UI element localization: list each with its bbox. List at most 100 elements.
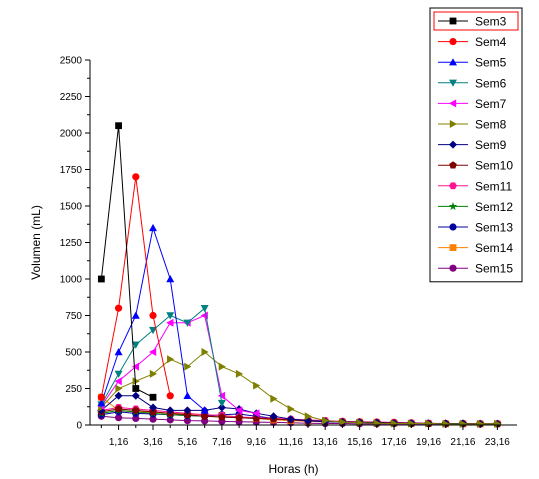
data-point <box>97 393 105 401</box>
data-point <box>218 362 226 371</box>
data-point <box>97 399 106 407</box>
data-point <box>442 419 450 428</box>
series-line <box>100 307 223 405</box>
data-point <box>270 394 278 403</box>
x-tick-label: 1,16 <box>109 437 129 448</box>
x-tick-label: 9,16 <box>247 437 267 448</box>
y-tick-label: 2500 <box>60 56 83 67</box>
series-line <box>100 351 498 425</box>
data-point <box>149 403 158 412</box>
data-point <box>132 385 140 392</box>
legend-label: Sem12 <box>475 200 513 214</box>
legend-marker <box>449 244 457 251</box>
y-tick-label: 750 <box>65 311 82 322</box>
data-point <box>131 341 140 349</box>
legend-marker <box>449 264 457 272</box>
data-point <box>201 348 209 356</box>
data-point <box>200 412 209 420</box>
data-point <box>183 417 192 425</box>
data-point <box>217 391 226 400</box>
legend-label: Sem3 <box>475 15 507 29</box>
legend-label: Sem13 <box>475 221 513 235</box>
legend-label: Sem15 <box>475 262 513 276</box>
legend-label: Sem9 <box>475 138 507 152</box>
y-tick-label: 1000 <box>60 275 83 286</box>
data-point <box>235 406 243 415</box>
legend: Sem3 Sem4 Sem5 Sem6 Sem7 Sem8 Sem9 Sem10 Sem11 Se… <box>429 7 523 283</box>
series-line <box>100 314 257 414</box>
data-point <box>166 275 175 283</box>
data-point <box>114 377 122 386</box>
y-axis-title: Volumen (mL) <box>29 205 43 280</box>
data-point <box>166 416 174 424</box>
x-tick-label: 7,16 <box>212 437 232 448</box>
series-line <box>100 176 171 398</box>
legend-label: Sem11 <box>475 179 512 193</box>
y-tick-label: 2250 <box>60 92 83 103</box>
data-point <box>408 419 416 428</box>
data-point <box>114 404 123 413</box>
x-tick-label: 3,16 <box>143 437 163 448</box>
x-axis-title: Horas (h) <box>268 462 318 476</box>
data-point <box>166 392 174 400</box>
legend-label: Sem14 <box>475 241 513 255</box>
data-point <box>494 419 502 428</box>
data-point <box>235 369 244 378</box>
data-point <box>287 404 295 413</box>
data-point <box>114 370 123 378</box>
data-point <box>114 391 123 400</box>
data-point <box>114 414 123 422</box>
data-point <box>425 419 433 428</box>
legend-item-sem11: Sem11 <box>438 179 512 193</box>
data-point <box>321 416 330 425</box>
data-point <box>183 410 192 419</box>
legend-label: Sem10 <box>475 159 513 173</box>
legend-label: Sem6 <box>475 76 507 90</box>
data-point <box>183 319 192 327</box>
x-tick-label: 5,16 <box>178 437 198 448</box>
data-point <box>149 223 158 232</box>
data-point <box>149 407 157 416</box>
series-sem7 <box>97 311 260 418</box>
legend-item-sem13: Sem13 <box>438 221 513 235</box>
legend-marker <box>449 140 457 149</box>
data-point <box>390 419 399 428</box>
data-point <box>149 369 158 378</box>
series-sem3 <box>97 122 157 401</box>
legend-marker <box>449 161 457 169</box>
data-point <box>131 406 140 414</box>
data-point <box>459 419 467 428</box>
data-point <box>200 305 209 313</box>
x-tick-label: 17,16 <box>382 437 407 448</box>
data-point <box>217 399 226 408</box>
legend-item-sem15: Sem15 <box>438 262 513 276</box>
legend-item-sem5: Sem5 <box>438 56 507 70</box>
x-tick-label: 23,16 <box>485 437 510 448</box>
data-point <box>131 362 139 371</box>
data-point <box>217 403 226 412</box>
legend-item-sem14: Sem14 <box>438 241 513 255</box>
y-tick-label: 500 <box>65 348 82 359</box>
legend-label: Sem8 <box>475 118 507 132</box>
y-tick-label: 2000 <box>60 129 83 140</box>
data-point <box>286 415 295 424</box>
data-point <box>166 312 175 320</box>
data-point <box>114 348 123 356</box>
series-sem5 <box>97 223 209 414</box>
legend-item-sem3: Sem3 <box>433 11 519 31</box>
data-point <box>166 406 175 415</box>
legend-label: Sem4 <box>475 35 507 49</box>
data-point <box>218 412 226 421</box>
legend-marker <box>448 202 458 210</box>
legend-item-sem4: Sem4 <box>438 35 507 49</box>
y-tick-label: 250 <box>65 384 82 395</box>
data-point <box>252 409 260 418</box>
series-sem4 <box>97 173 174 401</box>
legend-marker <box>449 58 457 66</box>
data-point <box>166 318 174 327</box>
data-point <box>167 355 175 364</box>
x-tick-label: 11,16 <box>279 437 304 448</box>
data-point <box>476 419 485 428</box>
y-tick-label: 1250 <box>60 238 83 249</box>
